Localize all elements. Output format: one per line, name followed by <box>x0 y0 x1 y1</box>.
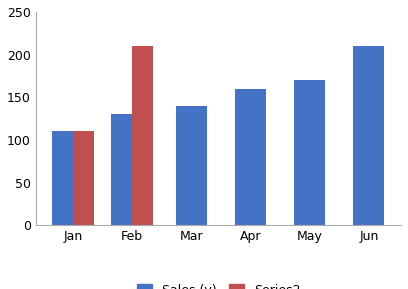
Bar <box>111 114 132 225</box>
Bar <box>132 46 153 225</box>
Bar <box>52 131 73 225</box>
Bar <box>176 106 207 225</box>
Bar <box>235 89 266 225</box>
Bar <box>294 80 325 225</box>
Bar <box>353 46 384 225</box>
Legend: Sales (y), Series2: Sales (y), Series2 <box>131 279 305 289</box>
Bar <box>73 131 94 225</box>
